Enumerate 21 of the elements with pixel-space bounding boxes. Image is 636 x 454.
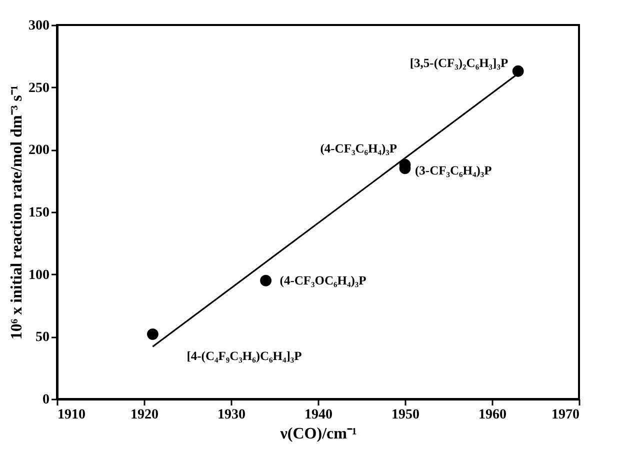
x-tick-label: 1920 bbox=[130, 408, 158, 422]
y-axis-title: 10⁶ x initial reaction rate/mol dm⁻³ s⁻¹ bbox=[8, 85, 26, 340]
x-tick-label: 1940 bbox=[304, 408, 332, 422]
annotation: (4-CF₃OC₆H₄)₃P bbox=[280, 274, 367, 288]
x-axis-title: ν(CO)/cm⁻¹ bbox=[279, 426, 357, 442]
annotation: (4-CF₃C₆H₄)₃P bbox=[320, 142, 398, 156]
annotation: [3,5-(CF₃)₂C₆H₃]₃P bbox=[410, 56, 508, 70]
y-tick-label: 0 bbox=[42, 392, 50, 408]
x-tick-label: 1950 bbox=[392, 408, 420, 422]
x-tick-label: 1910 bbox=[58, 408, 86, 422]
y-tick-label: 100 bbox=[28, 268, 50, 283]
x-tick-label: 1960 bbox=[478, 408, 506, 422]
y-tick-label: 250 bbox=[28, 80, 50, 96]
y-tick-label: 150 bbox=[28, 206, 50, 220]
x-tick-label: 1970 bbox=[552, 408, 580, 422]
y-tick-label: 50 bbox=[36, 330, 50, 346]
x-tick-label: 1930 bbox=[218, 408, 246, 422]
annotation: (3-CF₃C₆H₄)₃P bbox=[415, 163, 492, 178]
annotation: [4-(C₄F₉C₃H₆)C₆H₄]₃P bbox=[186, 349, 302, 364]
y-tick-label: 300 bbox=[28, 18, 50, 34]
y-tick-label: 200 bbox=[28, 143, 50, 158]
